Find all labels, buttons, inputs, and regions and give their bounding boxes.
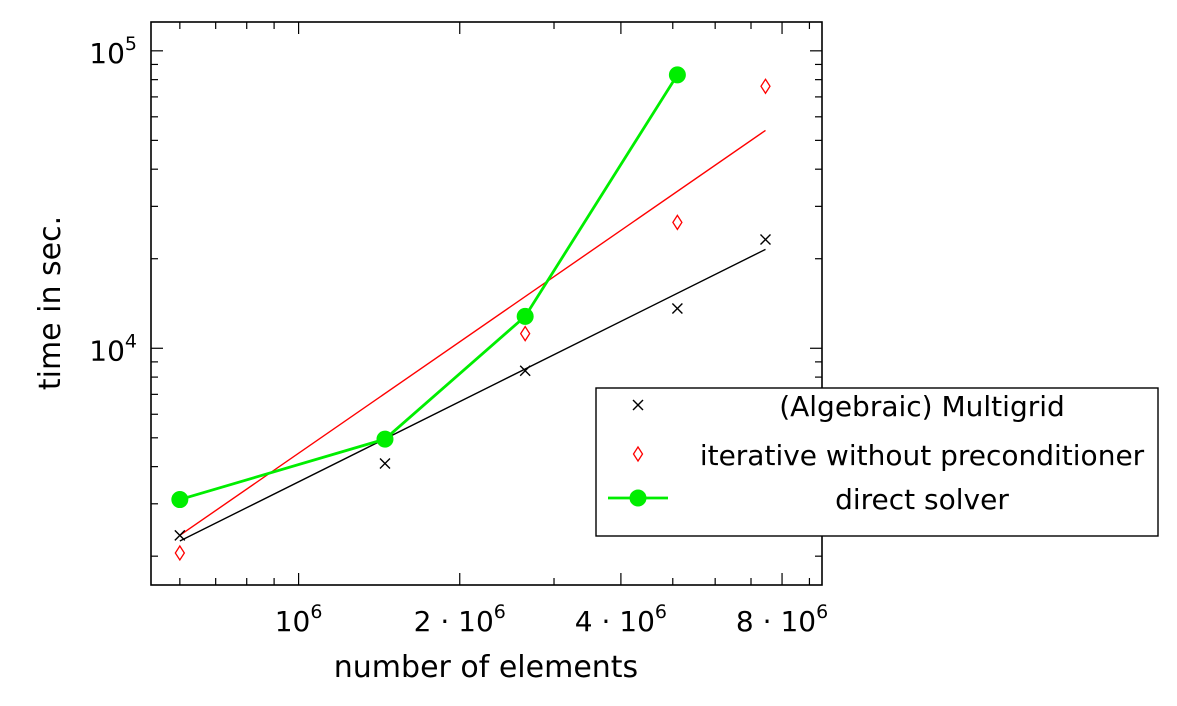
y-axis-label: time in sec. bbox=[33, 216, 68, 390]
data-point-0-stroke bbox=[759, 234, 771, 246]
x-tick-label: 8 · 106 bbox=[736, 601, 828, 638]
data-point-0-stroke bbox=[519, 365, 531, 377]
data-point-1 bbox=[672, 214, 683, 231]
data-point-1 bbox=[174, 544, 186, 562]
tick-labels: 104 105 106 2 · 106 4 · 106 8 · 106 bbox=[89, 33, 828, 638]
data-point-2 bbox=[171, 491, 189, 509]
series-line-2 bbox=[179, 74, 679, 501]
x-tick-label: 4 · 106 bbox=[575, 601, 667, 638]
data-point-0 bbox=[379, 457, 391, 469]
legend-marker bbox=[632, 399, 644, 411]
y-tick-label: 104 bbox=[89, 330, 137, 367]
plot-frame bbox=[150, 21, 823, 586]
fit-line-1 bbox=[179, 129, 766, 536]
data-point-1 bbox=[519, 325, 531, 342]
data-point-1 bbox=[760, 78, 771, 95]
legend-label: (Algebraic) Multigrid bbox=[779, 390, 1065, 423]
data-point-0 bbox=[671, 303, 683, 315]
legend-marker-stroke bbox=[632, 399, 644, 411]
fit-line-0 bbox=[179, 248, 766, 542]
legend-marker bbox=[629, 489, 647, 507]
y-tick-label: 105 bbox=[89, 33, 137, 70]
legend-marker bbox=[632, 445, 644, 463]
fit-lines bbox=[179, 129, 766, 542]
data-point-2 bbox=[376, 430, 394, 448]
data-point-0-stroke bbox=[671, 303, 683, 315]
x-tick-label: 2 · 106 bbox=[414, 601, 506, 638]
data-point-0 bbox=[519, 365, 531, 377]
x-axis-label: number of elements bbox=[334, 650, 638, 685]
data-point-2 bbox=[516, 307, 534, 325]
legend-label: iterative without preconditioner bbox=[700, 439, 1145, 472]
data-point-0 bbox=[759, 234, 771, 246]
data-point-0-stroke bbox=[379, 457, 391, 469]
data-point-0 bbox=[174, 529, 186, 541]
legend: (Algebraic) Multigrid iterative without p… bbox=[595, 387, 1159, 537]
legend-label: direct solver bbox=[835, 483, 1009, 516]
legend-box bbox=[595, 387, 1159, 537]
data-point-2 bbox=[668, 66, 686, 84]
x-tick-label: 106 bbox=[275, 601, 323, 638]
data-point-0-stroke bbox=[174, 529, 186, 541]
data-marks bbox=[171, 66, 771, 562]
